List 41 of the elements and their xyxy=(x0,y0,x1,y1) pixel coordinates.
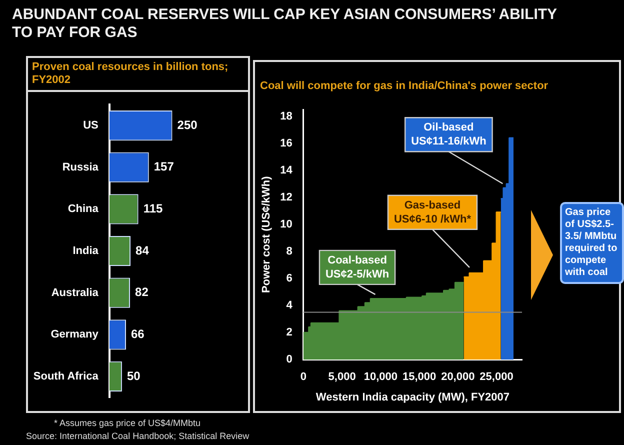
annotation: Gas-based US¢6-10 /kWh* xyxy=(394,199,472,226)
y-tick-label: South Africa xyxy=(33,370,100,383)
y-tick-label: China xyxy=(68,203,100,216)
y-tick-label: 12 xyxy=(280,191,292,204)
y-tick-label: 10 xyxy=(280,218,292,230)
data-label: 66 xyxy=(130,326,145,341)
x-tick-label: 5,000 xyxy=(328,371,356,384)
x-tick-label: 0 xyxy=(300,371,306,384)
data-label: 82 xyxy=(135,285,149,300)
y-tick-label: 4 xyxy=(286,300,294,312)
y-tick-label: US xyxy=(83,120,98,132)
y-tick-label: Germany xyxy=(50,328,100,341)
y-tick-label: 0 xyxy=(286,354,292,366)
text: Gas price of US$2.5-3.5/ MMbtu required to compete with coal xyxy=(560,202,624,284)
x-tick-label: 15,000 xyxy=(402,371,436,384)
x-tick-label: 25,000 xyxy=(480,371,514,384)
annotation: Coal-based US¢2-5/kWh xyxy=(325,254,390,280)
data-label: 50 xyxy=(126,368,141,383)
x-tick-label: 10,000 xyxy=(364,371,398,384)
chart-title: Coal will compete for gas in India/China's power sector xyxy=(260,80,550,93)
y-tick-label: India xyxy=(72,245,100,258)
text: ABUNDANT COAL RESERVES WILL CAP KEY ASIAN CONSUMERS’ ABILITY TO PAY FOR GAS xyxy=(12,6,558,42)
y-tick-label: 8 xyxy=(286,246,292,258)
chart-subtitle: Proven coal resources in billion tons; FY2002 xyxy=(32,61,230,87)
x-axis-title: Western India capacity (MW), FY2007 xyxy=(316,391,510,404)
y-tick-label: 6 xyxy=(286,272,292,285)
data-label: 250 xyxy=(177,118,198,132)
y-tick-label: 2 xyxy=(286,326,292,339)
text: * Assumes gas price of US$4/MMbtu xyxy=(54,418,201,428)
data-label: 115 xyxy=(143,201,164,216)
y-tick-label: Australia xyxy=(51,286,100,299)
source-note: Source: International Coal Handbook; Statistical Review xyxy=(26,431,250,441)
y-tick-label: 18 xyxy=(280,110,292,122)
y-tick-label: 16 xyxy=(280,137,292,150)
x-tick-label: 20,000 xyxy=(441,371,475,384)
data-label: 157 xyxy=(154,160,174,174)
annotation: Oil-based US¢11-16/kWh xyxy=(411,122,487,148)
y-axis-title: Power cost (US¢/kWh) xyxy=(260,176,273,293)
y-tick-label: 14 xyxy=(280,164,294,176)
data-label: 84 xyxy=(136,243,150,258)
y-tick-label: Russia xyxy=(62,161,100,174)
